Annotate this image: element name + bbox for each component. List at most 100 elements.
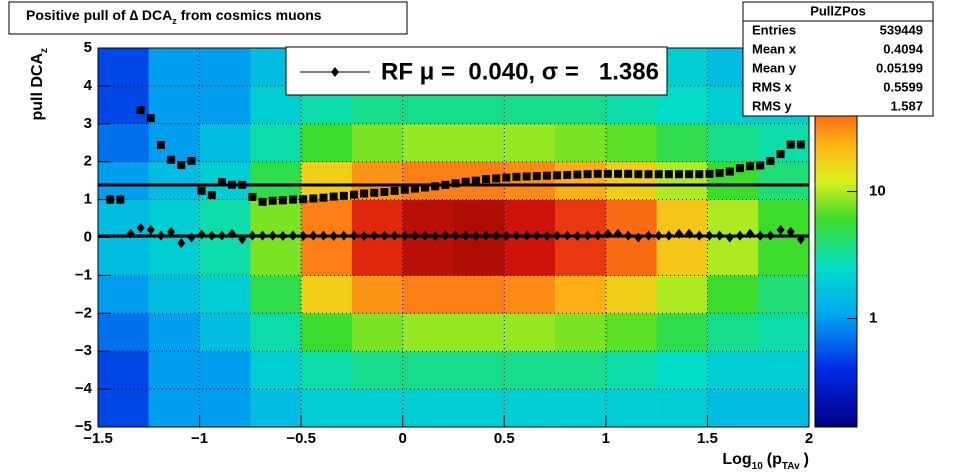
heatmap-cell — [148, 351, 200, 390]
colorbar-segment — [815, 301, 857, 307]
diamond-marker — [339, 230, 348, 241]
diamond-marker — [370, 230, 379, 241]
heatmap-cell — [555, 123, 607, 162]
diamond-marker — [674, 228, 683, 239]
colorbar-segment — [815, 392, 857, 398]
y-tick-label: −1 — [75, 266, 92, 283]
square-marker — [502, 173, 511, 182]
x-tick-label: 0.5 — [494, 430, 515, 447]
diamond-marker — [400, 230, 409, 241]
heatmap-cell — [605, 351, 657, 390]
diamond-marker — [502, 230, 511, 241]
stats-key: RMS x — [752, 79, 793, 94]
heatmap-cell — [555, 313, 607, 352]
heatmap-cell — [758, 161, 810, 200]
colorbar-segment — [815, 241, 857, 246]
square-marker — [400, 185, 409, 194]
square-marker — [268, 196, 277, 205]
heatmap-cell — [148, 48, 200, 87]
square-marker — [238, 180, 247, 189]
diamond-marker — [593, 230, 602, 241]
heatmap-cell — [555, 275, 607, 314]
text-part: Log — [722, 451, 751, 468]
heatmap-cell — [301, 275, 353, 314]
heatmap-cell — [402, 351, 454, 390]
diamond-marker — [238, 234, 247, 245]
heatmap-cell — [402, 161, 454, 200]
colorbar-tick-label: 1 — [869, 310, 877, 327]
x-tick-label: 2 — [805, 430, 813, 447]
diamond-marker — [776, 224, 785, 235]
square-marker — [532, 172, 541, 181]
y-axis-label: pull DCAz — [29, 48, 49, 121]
y-tick-label: 0 — [84, 228, 92, 245]
square-marker — [461, 177, 470, 186]
heatmap-cell — [301, 313, 353, 352]
diamond-marker — [766, 230, 775, 241]
diamond-marker — [583, 230, 592, 241]
colorbar-segment — [815, 229, 857, 235]
diamond-marker — [156, 230, 165, 241]
stats-value: 0.05199 — [876, 60, 923, 75]
heatmap-cell — [504, 123, 556, 162]
heatmap-cell — [605, 313, 657, 352]
diamond-marker — [289, 230, 298, 241]
colorbar-segment — [815, 184, 857, 189]
heatmap-cell — [656, 351, 708, 390]
colorbar-segment — [815, 328, 857, 333]
diamond-marker — [309, 230, 318, 241]
colorbar-segment — [815, 157, 857, 163]
colorbar-segment — [815, 154, 857, 159]
x-tick-label: −1 — [191, 430, 208, 447]
y-tick-label: −5 — [75, 418, 92, 435]
heatmap-cell — [605, 123, 657, 162]
square-marker — [167, 155, 176, 164]
heatmap-cell — [453, 237, 505, 276]
diamond-marker — [421, 230, 430, 241]
heatmap-cell — [148, 275, 200, 314]
heatmap-cell — [453, 389, 505, 428]
colorbar-segment — [815, 275, 857, 280]
diamond-marker — [664, 230, 673, 241]
colorbar-segment — [815, 373, 857, 379]
heatmap-cell — [250, 351, 302, 390]
colorbar-segment — [815, 252, 857, 257]
stats-key: Entries — [752, 22, 796, 37]
diamond-marker — [695, 230, 704, 241]
stats-key: Mean x — [752, 41, 797, 56]
square-marker — [512, 172, 521, 181]
square-marker — [217, 178, 226, 187]
colorbar-segment — [815, 245, 857, 250]
colorbar-segment — [815, 210, 857, 216]
square-marker — [197, 186, 206, 195]
square-marker — [390, 186, 399, 195]
heatmap-cell — [555, 237, 607, 276]
diamond-marker — [512, 230, 521, 241]
heatmap-cell — [656, 237, 708, 276]
colorbar-segment — [815, 199, 857, 204]
square-marker — [380, 188, 389, 197]
heatmap-cell — [351, 313, 404, 352]
square-marker — [329, 192, 338, 201]
y-tick-label: −3 — [75, 342, 92, 359]
heatmap-cell — [758, 389, 810, 428]
square-marker — [746, 162, 755, 171]
colorbar-segment — [815, 305, 857, 311]
heatmap-cell — [199, 313, 251, 352]
heatmap-cell — [199, 199, 251, 238]
y-tick-label: 5 — [84, 39, 92, 56]
square-marker — [674, 170, 683, 179]
y-tick-label: 4 — [84, 77, 93, 94]
square-marker — [725, 167, 734, 176]
chart-title: Positive pull of ∆ DCAz from cosmics muon… — [26, 7, 322, 27]
diamond-marker — [796, 234, 805, 245]
heatmap-cell — [656, 313, 708, 352]
diamond-marker — [106, 194, 115, 205]
square-marker — [410, 184, 419, 193]
square-marker — [492, 174, 501, 183]
heatmap-cell — [148, 161, 200, 200]
heatmap-cell — [707, 389, 759, 428]
heatmap-cell — [555, 161, 607, 200]
heatmap-cell — [758, 351, 810, 390]
heatmap-cell — [504, 275, 556, 314]
